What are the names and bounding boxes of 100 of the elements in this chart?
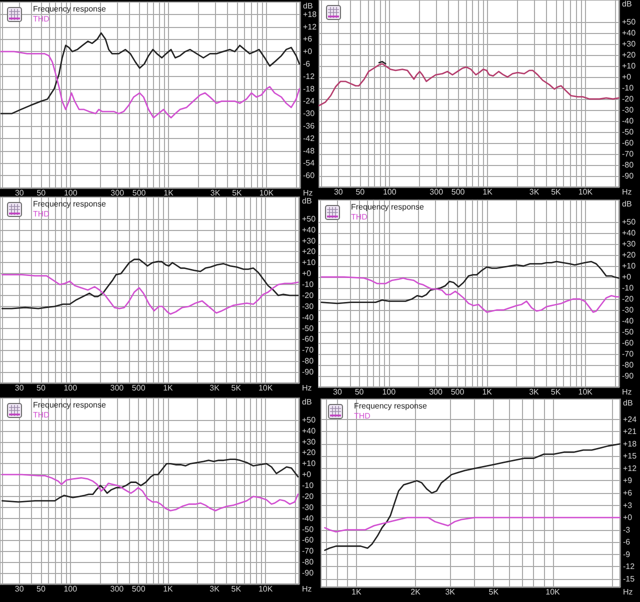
y-tick-label: +10	[302, 459, 316, 468]
y-tick-label: +30	[622, 40, 636, 48]
x-tick-label: 3K	[210, 584, 220, 594]
y-tick-label: +0	[302, 269, 312, 278]
y-tick-label: -60	[303, 171, 316, 180]
y-tick-label: -24	[303, 96, 316, 106]
text: THD	[33, 14, 50, 24]
x-tick-label: 500	[132, 584, 146, 594]
y-tick-label: -20	[302, 290, 314, 300]
y-tick-label: -40	[622, 316, 634, 326]
x-tick-label: 30	[14, 384, 24, 392]
y-tick-label: -90	[302, 568, 314, 578]
y-tick-label: -80	[622, 160, 634, 170]
y-tick-label: -30	[302, 302, 314, 311]
y-tick-label: -70	[302, 346, 314, 355]
y-tick-label: +0	[303, 47, 313, 56]
x-tick-label: 500	[451, 188, 466, 196]
y-tick-label: -80	[622, 360, 634, 370]
y-tick-label: +12	[623, 464, 638, 473]
y-tick-label: +9	[623, 476, 633, 486]
y-tick-label: -10	[302, 481, 314, 490]
x-tick-label: 500	[132, 384, 146, 392]
y-tick-label: -10	[622, 284, 634, 292]
x-tick-label: 1K	[482, 388, 493, 396]
x-tick-label: 3K	[445, 588, 456, 596]
x-tick-label: 50	[354, 388, 364, 396]
y-tick-label: +0	[302, 470, 312, 480]
y-tick-label: -90	[622, 372, 634, 380]
y-axis-title: dB	[623, 398, 633, 408]
text: THD	[351, 212, 368, 222]
y-tick-label: +0	[622, 72, 632, 82]
x-tick-label: 50	[36, 584, 46, 594]
x-tick-label: 1K	[164, 188, 174, 198]
y-tick-label: -42	[303, 134, 316, 143]
x-tick-label: 5K	[550, 388, 562, 396]
y-tick-label: -3	[623, 525, 631, 534]
y-tick-label: +10	[622, 262, 636, 270]
text: Frequency response	[354, 402, 428, 410]
y-tick-label: +40	[302, 426, 316, 436]
x-tick-label: 50	[36, 384, 46, 392]
y-tick-label: -90	[622, 172, 634, 180]
x-tick-label: 300	[110, 188, 125, 198]
y-tick-label: +18	[623, 439, 638, 448]
text: THD	[33, 210, 50, 218]
y-tick-label: +50	[622, 18, 636, 26]
y-tick-label: -50	[622, 328, 634, 336]
x-tick-label: 3K	[210, 384, 220, 392]
y-tick-label: -60	[622, 338, 634, 348]
y-tick-label: +10	[302, 258, 316, 268]
y-tick-label: -90	[302, 368, 314, 377]
text: Frequency response	[33, 200, 106, 208]
x-tick-label: 10K	[546, 588, 561, 596]
y-tick-label: +6	[623, 488, 633, 498]
x-axis-title: Hz	[303, 188, 313, 198]
y-tick-label: +20	[622, 250, 636, 260]
y-tick-label: +12	[303, 22, 318, 32]
x-tick-label: 10K	[258, 384, 274, 392]
y-tick-label: -40	[302, 514, 314, 523]
x-tick-label: 1K	[163, 384, 174, 392]
y-tick-label: -30	[303, 109, 316, 118]
y-tick-label: -70	[302, 546, 314, 556]
y-tick-label: +40	[302, 225, 316, 234]
x-tick-label: 100	[382, 188, 397, 196]
y-tick-label: -9	[623, 550, 631, 559]
x-axis-title: Hz	[622, 188, 632, 196]
y-tick-label: -20	[622, 294, 634, 304]
y-tick-label: -40	[622, 116, 634, 126]
y-tick-label: -30	[622, 306, 634, 314]
y-tick-label: -80	[302, 558, 314, 567]
y-tick-label: -40	[302, 312, 314, 322]
y-tick-label: -30	[302, 502, 314, 512]
y-tick-label: -80	[302, 356, 314, 366]
y-tick-label: -20	[302, 492, 314, 501]
y-tick-label: -48	[303, 146, 316, 156]
y-tick-label: -12	[303, 72, 316, 81]
y-tick-label: -60	[622, 138, 634, 148]
y-tick-label: +30	[302, 236, 316, 246]
text: Frequency response	[33, 400, 106, 410]
y-tick-label: +15	[623, 452, 638, 461]
x-tick-label: 300	[430, 188, 444, 196]
x-tick-label: 1K	[352, 588, 362, 596]
x-tick-label: 500	[450, 388, 465, 396]
x-tick-label: 5K	[231, 384, 242, 392]
x-tick-label: 3K	[210, 188, 221, 198]
x-tick-label: 30	[334, 188, 344, 196]
y-axis-title: dB	[622, 0, 632, 8]
x-tick-label: 10K	[258, 584, 274, 594]
x-tick-label: 2K	[410, 588, 422, 596]
y-tick-label: +0	[622, 272, 632, 282]
y-tick-label: +30	[302, 437, 316, 446]
text: THD	[33, 410, 50, 420]
x-tick-label: 5K	[551, 188, 562, 196]
y-tick-label: -70	[622, 150, 634, 158]
x-tick-label: 5K	[231, 584, 242, 594]
y-tick-label: -6	[303, 60, 311, 68]
x-tick-label: 1K	[482, 188, 494, 196]
y-tick-label: -6	[623, 538, 631, 547]
x-axis-title: Hz	[623, 588, 633, 596]
y-tick-label: +3	[623, 500, 633, 510]
y-tick-label: -20	[622, 94, 634, 104]
